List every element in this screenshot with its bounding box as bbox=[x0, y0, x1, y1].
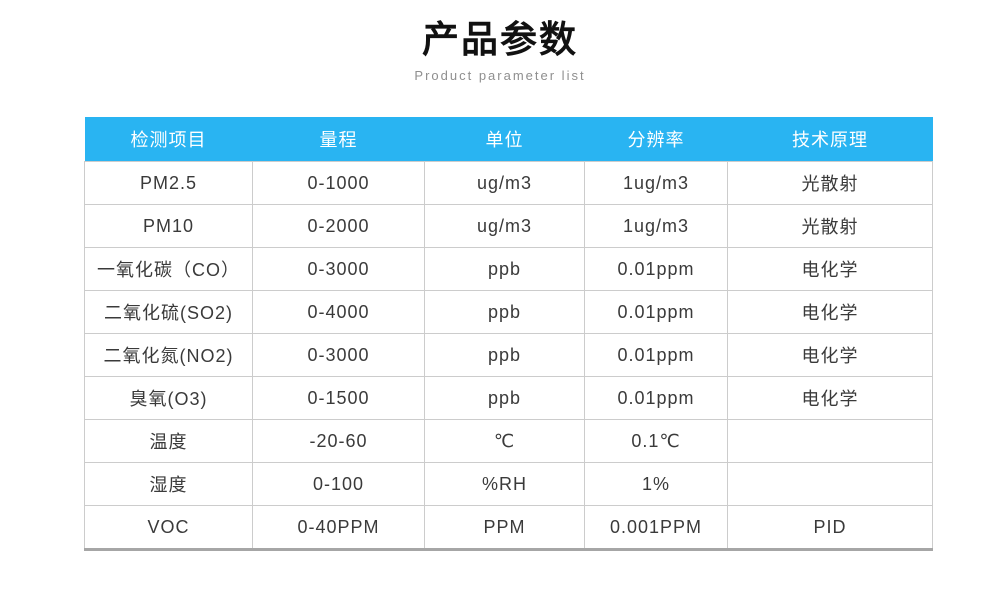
column-header-principle: 技术原理 bbox=[727, 117, 933, 162]
table-row-o3: 臭氧(O3) 0-1500 ppb 0.01ppm 电化学 bbox=[84, 376, 933, 421]
cell-principle: 光散射 bbox=[727, 161, 933, 206]
cell-item: 湿度 bbox=[84, 462, 253, 507]
cell-range: 0-2000 bbox=[252, 204, 425, 249]
cell-resolution: 1ug/m3 bbox=[584, 204, 728, 249]
table-row-pm10: PM10 0-2000 ug/m3 1ug/m3 光散射 bbox=[84, 204, 933, 249]
cell-resolution: 0.01ppm bbox=[584, 290, 728, 335]
cell-principle bbox=[727, 462, 933, 507]
cell-range: 0-4000 bbox=[252, 290, 425, 335]
cell-item: 二氧化氮(NO2) bbox=[84, 333, 253, 378]
table-row-co: 一氧化碳（CO） 0-3000 ppb 0.01ppm 电化学 bbox=[84, 247, 933, 292]
cell-unit: ppb bbox=[424, 333, 585, 378]
cell-unit: %RH bbox=[424, 462, 585, 507]
cell-unit: ppb bbox=[424, 376, 585, 421]
cell-unit: ug/m3 bbox=[424, 161, 585, 206]
product-parameter-table: 检测项目 量程 单位 分辨率 技术原理 PM2.5 0-1000 ug/m3 1… bbox=[84, 117, 933, 552]
cell-range: -20-60 bbox=[252, 419, 425, 464]
table-body: PM2.5 0-1000 ug/m3 1ug/m3 光散射 PM10 0-200… bbox=[84, 161, 933, 551]
cell-item: VOC bbox=[84, 505, 253, 551]
column-header-item: 检测项目 bbox=[84, 117, 253, 162]
cell-range: 0-40PPM bbox=[252, 505, 425, 551]
cell-item: 臭氧(O3) bbox=[84, 376, 253, 421]
cell-unit: ppb bbox=[424, 247, 585, 292]
cell-principle bbox=[727, 419, 933, 464]
cell-range: 0-3000 bbox=[252, 247, 425, 292]
cell-principle: 电化学 bbox=[727, 376, 933, 421]
cell-resolution: 0.01ppm bbox=[584, 247, 728, 292]
column-header-unit: 单位 bbox=[424, 117, 585, 162]
cell-range: 0-3000 bbox=[252, 333, 425, 378]
cell-unit: PPM bbox=[424, 505, 585, 551]
column-header-resolution: 分辨率 bbox=[584, 117, 728, 162]
column-header-range: 量程 bbox=[252, 117, 425, 162]
cell-resolution: 0.001PPM bbox=[584, 505, 728, 551]
cell-item: PM10 bbox=[84, 204, 253, 249]
table-row-humidity: 湿度 0-100 %RH 1% bbox=[84, 462, 933, 507]
cell-unit: ug/m3 bbox=[424, 204, 585, 249]
cell-resolution: 0.1℃ bbox=[584, 419, 728, 464]
table-row-voc: VOC 0-40PPM PPM 0.001PPM PID bbox=[84, 505, 933, 551]
table-header-row: 检测项目 量程 单位 分辨率 技术原理 bbox=[84, 117, 933, 162]
table-row-so2: 二氧化硫(SO2) 0-4000 ppb 0.01ppm 电化学 bbox=[84, 290, 933, 335]
cell-item: PM2.5 bbox=[84, 161, 253, 206]
cell-item: 温度 bbox=[84, 419, 253, 464]
cell-item: 二氧化硫(SO2) bbox=[84, 290, 253, 335]
cell-resolution: 0.01ppm bbox=[584, 376, 728, 421]
cell-range: 0-100 bbox=[252, 462, 425, 507]
cell-resolution: 0.01ppm bbox=[584, 333, 728, 378]
cell-unit: ppb bbox=[424, 290, 585, 335]
cell-unit: ℃ bbox=[424, 419, 585, 464]
table-row-no2: 二氧化氮(NO2) 0-3000 ppb 0.01ppm 电化学 bbox=[84, 333, 933, 378]
page-subtitle: Product parameter list bbox=[414, 68, 586, 84]
page-title: 产品参数 bbox=[422, 19, 578, 60]
cell-principle: 电化学 bbox=[727, 247, 933, 292]
cell-principle: 电化学 bbox=[727, 333, 933, 378]
table-header: 检测项目 量程 单位 分辨率 技术原理 bbox=[84, 117, 933, 162]
cell-item: 一氧化碳（CO） bbox=[84, 247, 253, 292]
title-block: 产品参数 Product parameter list bbox=[0, 0, 1000, 83]
cell-range: 0-1000 bbox=[252, 161, 425, 206]
cell-range: 0-1500 bbox=[252, 376, 425, 421]
cell-resolution: 1% bbox=[584, 462, 728, 507]
cell-resolution: 1ug/m3 bbox=[584, 161, 728, 206]
table-row-temperature: 温度 -20-60 ℃ 0.1℃ bbox=[84, 419, 933, 464]
cell-principle: 光散射 bbox=[727, 204, 933, 249]
cell-principle: PID bbox=[727, 505, 933, 551]
cell-principle: 电化学 bbox=[727, 290, 933, 335]
table-row-pm25: PM2.5 0-1000 ug/m3 1ug/m3 光散射 bbox=[84, 161, 933, 206]
